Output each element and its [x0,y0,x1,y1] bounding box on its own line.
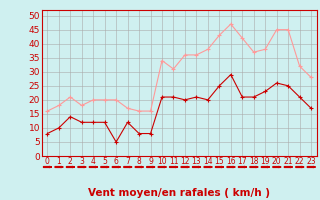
Text: Vent moyen/en rafales ( km/h ): Vent moyen/en rafales ( km/h ) [88,188,270,198]
